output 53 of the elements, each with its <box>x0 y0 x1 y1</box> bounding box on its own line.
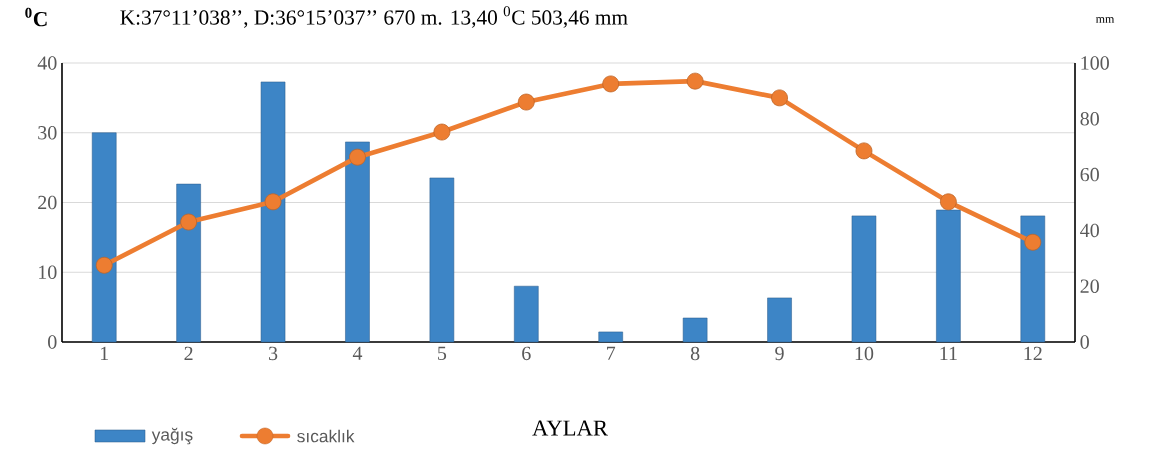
bar <box>345 141 370 343</box>
x-tick-label: 3 <box>269 346 278 361</box>
y-tick-label: 10 <box>39 265 57 279</box>
bar <box>936 209 961 343</box>
y2-tick-label: 80 <box>1080 112 1099 126</box>
legend-label: sıcaklık <box>297 429 355 443</box>
y2-axis-title: mm <box>1095 17 1115 23</box>
y-axis-title: $^{0}$C <box>25 7 47 27</box>
x-tick-label: 6 <box>522 346 531 361</box>
y-tick-label: 0 <box>48 335 57 349</box>
bar <box>429 177 455 343</box>
x-tick-label: 8 <box>690 346 700 361</box>
x-tick-label: 1 <box>100 346 109 360</box>
point <box>517 93 535 111</box>
x-tick-label: 9 <box>775 346 784 361</box>
y2-tick-label: 0 <box>1080 335 1089 349</box>
bar <box>851 215 877 343</box>
y2-tick-label: 40 <box>1080 223 1099 238</box>
point <box>180 213 198 231</box>
point <box>771 89 788 107</box>
point <box>855 142 873 160</box>
bar <box>767 297 792 343</box>
legend-label: yağış <box>151 427 193 445</box>
point <box>264 193 282 211</box>
x-tick-label: 2 <box>184 346 193 360</box>
x-axis-title: AYLAR <box>532 420 608 436</box>
x-tick-label: 11 <box>940 346 957 360</box>
y2-tick-label: 20 <box>1080 279 1099 293</box>
x-tick-label: 10 <box>855 346 874 361</box>
bar <box>260 81 286 343</box>
y-tick-label: 40 <box>37 56 57 70</box>
point <box>1024 233 1042 251</box>
y2-tick-label: 60 <box>1080 167 1099 182</box>
bar <box>598 331 623 343</box>
point <box>939 193 957 211</box>
y-tick-label: 30 <box>38 126 57 140</box>
point <box>95 256 113 274</box>
bar <box>514 285 539 343</box>
x-tick-label: 4 <box>352 346 363 360</box>
bar <box>176 183 201 343</box>
y2-tick-label: 100 <box>1081 56 1109 70</box>
y-tick-label: 20 <box>38 195 57 210</box>
bar <box>1020 215 1046 343</box>
bar <box>91 132 117 343</box>
x-tick-label: 7 <box>607 346 616 360</box>
point <box>349 148 366 166</box>
chart-title: K:37°11’038’’, D:36°15’037’’ 670 m. 13,40 $^{0}$C 503,46 mm <box>120 6 628 28</box>
x-tick-label: 12 <box>1024 346 1042 360</box>
x-tick-label: 5 <box>438 346 447 360</box>
point <box>686 72 704 90</box>
point <box>433 123 451 141</box>
point <box>602 75 620 93</box>
bar <box>682 317 708 343</box>
